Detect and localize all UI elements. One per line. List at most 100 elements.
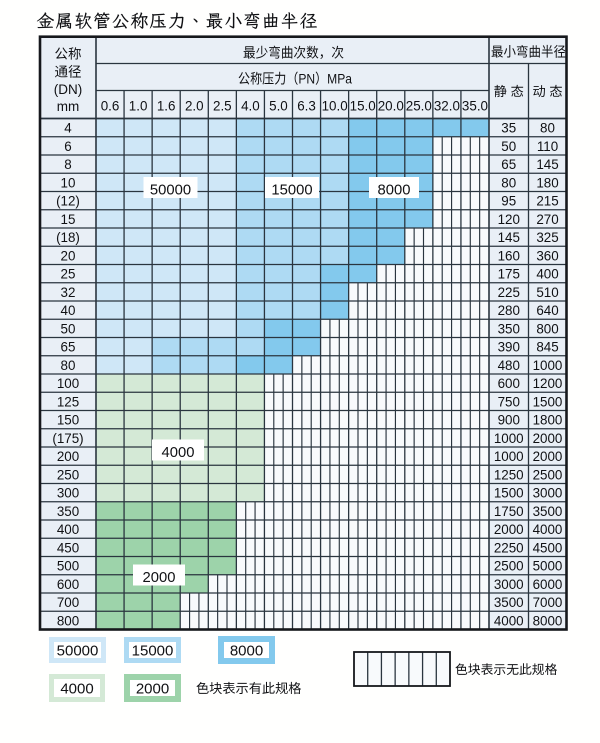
svg-text:4: 4 bbox=[64, 121, 72, 136]
svg-text:5000: 5000 bbox=[533, 559, 563, 574]
svg-text:800: 800 bbox=[57, 613, 79, 628]
svg-text:2000: 2000 bbox=[494, 522, 524, 537]
svg-text:350: 350 bbox=[57, 504, 79, 519]
svg-text:390: 390 bbox=[498, 340, 520, 355]
svg-text:50: 50 bbox=[61, 321, 76, 336]
svg-text:95: 95 bbox=[501, 194, 516, 209]
svg-text:1750: 1750 bbox=[494, 504, 524, 519]
svg-text:50000: 50000 bbox=[150, 182, 191, 198]
svg-text:8000: 8000 bbox=[230, 643, 263, 660]
svg-text:25: 25 bbox=[61, 267, 76, 282]
svg-text:0.6: 0.6 bbox=[101, 98, 120, 113]
svg-text:325: 325 bbox=[536, 230, 558, 245]
svg-text:6: 6 bbox=[64, 139, 71, 154]
svg-text:80: 80 bbox=[501, 175, 516, 190]
svg-text:160: 160 bbox=[498, 248, 520, 263]
svg-text:110: 110 bbox=[537, 139, 558, 154]
svg-text:845: 845 bbox=[536, 340, 558, 355]
svg-text:50: 50 bbox=[501, 139, 516, 154]
svg-text:5.0: 5.0 bbox=[269, 98, 288, 113]
svg-text:4000: 4000 bbox=[60, 681, 93, 698]
svg-text:4500: 4500 bbox=[533, 540, 563, 555]
svg-text:15000: 15000 bbox=[132, 643, 174, 660]
svg-text:4.0: 4.0 bbox=[241, 98, 260, 113]
svg-text:800: 800 bbox=[536, 321, 558, 336]
svg-text:1500: 1500 bbox=[494, 486, 524, 501]
svg-text:700: 700 bbox=[57, 595, 79, 610]
svg-text:4000: 4000 bbox=[494, 613, 524, 628]
svg-text:3000: 3000 bbox=[533, 486, 563, 501]
svg-text:65: 65 bbox=[61, 340, 76, 355]
svg-text:65: 65 bbox=[501, 157, 516, 172]
svg-text:2500: 2500 bbox=[494, 559, 524, 574]
svg-text:1200: 1200 bbox=[533, 376, 563, 391]
svg-text:2.5: 2.5 bbox=[213, 98, 232, 113]
svg-text:32: 32 bbox=[61, 285, 76, 300]
svg-text:7000: 7000 bbox=[533, 595, 563, 610]
svg-text:2000: 2000 bbox=[533, 431, 563, 446]
svg-text:510: 510 bbox=[536, 285, 558, 300]
svg-text:10: 10 bbox=[61, 175, 76, 190]
svg-text:50000: 50000 bbox=[57, 643, 99, 660]
svg-text:200: 200 bbox=[57, 449, 79, 464]
svg-text:1.6: 1.6 bbox=[157, 98, 176, 113]
svg-text:80: 80 bbox=[61, 358, 76, 373]
svg-text:270: 270 bbox=[536, 212, 558, 227]
svg-text:400: 400 bbox=[536, 267, 558, 282]
svg-text:最少弯曲次数，次: 最少弯曲次数，次 bbox=[243, 42, 344, 62]
svg-text:120: 120 bbox=[498, 212, 520, 227]
svg-text:15000: 15000 bbox=[271, 182, 312, 198]
svg-text:金属软管公称压力、最小弯曲半径: 金属软管公称压力、最小弯曲半径 bbox=[37, 10, 319, 33]
svg-text:2250: 2250 bbox=[494, 540, 524, 555]
svg-text:最小弯曲半径: 最小弯曲半径 bbox=[491, 40, 566, 60]
svg-text:20: 20 bbox=[61, 248, 76, 263]
svg-text:1800: 1800 bbox=[533, 413, 563, 428]
svg-text:2500: 2500 bbox=[533, 467, 563, 482]
svg-text:20.0: 20.0 bbox=[378, 98, 404, 113]
svg-text:2000: 2000 bbox=[143, 570, 176, 586]
svg-text:600: 600 bbox=[57, 577, 79, 592]
svg-text:静 态: 静 态 bbox=[494, 81, 524, 100]
svg-text:400: 400 bbox=[57, 522, 79, 537]
svg-text:500: 500 bbox=[57, 559, 79, 574]
svg-text:480: 480 bbox=[498, 358, 520, 373]
svg-text:300: 300 bbox=[57, 486, 79, 501]
svg-text:250: 250 bbox=[57, 467, 79, 482]
svg-text:(18): (18) bbox=[56, 230, 80, 245]
svg-text:145: 145 bbox=[536, 157, 558, 172]
svg-text:15: 15 bbox=[61, 212, 76, 227]
svg-text:125: 125 bbox=[57, 394, 79, 409]
svg-text:2.0: 2.0 bbox=[185, 98, 204, 113]
svg-text:1000: 1000 bbox=[494, 449, 524, 464]
svg-text:350: 350 bbox=[498, 321, 520, 336]
svg-text:8000: 8000 bbox=[378, 182, 411, 198]
svg-text:色块表示有此规格: 色块表示有此规格 bbox=[196, 678, 302, 697]
svg-text:360: 360 bbox=[536, 248, 558, 263]
svg-text:2000: 2000 bbox=[136, 681, 169, 698]
svg-text:15.0: 15.0 bbox=[350, 98, 376, 113]
svg-text:3000: 3000 bbox=[494, 577, 524, 592]
svg-text:公称压力（PN）MPa: 公称压力（PN）MPa bbox=[238, 68, 352, 88]
svg-text:6000: 6000 bbox=[533, 577, 563, 592]
svg-text:750: 750 bbox=[498, 394, 520, 409]
svg-text:900: 900 bbox=[498, 413, 520, 428]
svg-text:8: 8 bbox=[64, 157, 71, 172]
svg-text:公称: 公称 bbox=[55, 43, 82, 63]
svg-text:175: 175 bbox=[498, 267, 520, 282]
svg-text:145: 145 bbox=[498, 230, 520, 245]
svg-text:3500: 3500 bbox=[494, 595, 524, 610]
svg-text:180: 180 bbox=[536, 175, 558, 190]
svg-text:1250: 1250 bbox=[494, 467, 524, 482]
svg-text:450: 450 bbox=[57, 540, 79, 555]
svg-text:动 态: 动 态 bbox=[532, 81, 562, 100]
svg-text:35.0: 35.0 bbox=[462, 98, 488, 113]
svg-text:640: 640 bbox=[536, 303, 558, 318]
svg-text:2000: 2000 bbox=[533, 449, 563, 464]
svg-text:10.0: 10.0 bbox=[322, 98, 348, 113]
svg-text:6.3: 6.3 bbox=[297, 98, 316, 113]
svg-text:100: 100 bbox=[57, 376, 79, 391]
svg-text:(DN): (DN) bbox=[54, 82, 83, 97]
svg-text:通径: 通径 bbox=[55, 61, 82, 81]
svg-text:215: 215 bbox=[536, 194, 558, 209]
svg-text:(175): (175) bbox=[52, 431, 83, 446]
